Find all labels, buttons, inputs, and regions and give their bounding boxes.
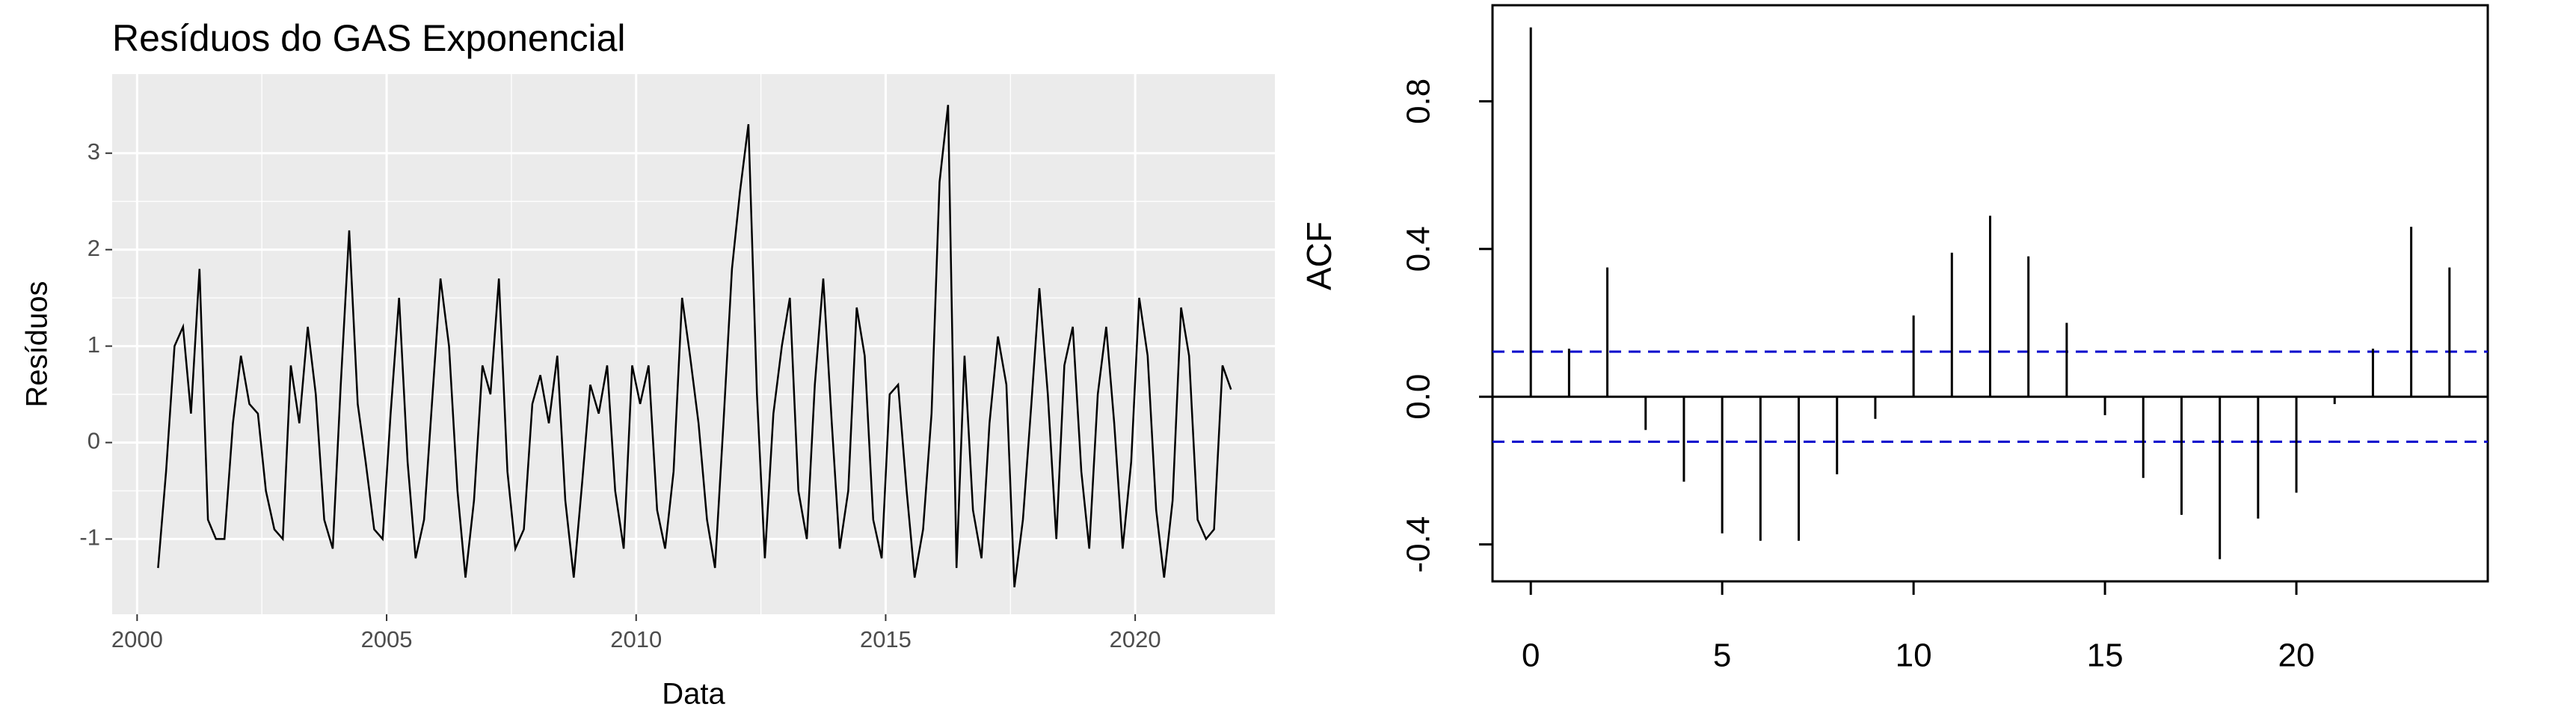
y-tick-label: 1 xyxy=(87,331,100,358)
y-tick-label: 3 xyxy=(87,138,100,165)
y-tick-label: 0.8 xyxy=(1401,79,1437,124)
y-axis-label: ACF xyxy=(1300,221,1338,290)
x-tick-label: 15 xyxy=(2087,637,2124,674)
x-tick-label: 2005 xyxy=(361,626,413,652)
x-tick-label: 20 xyxy=(2278,637,2315,674)
y-tick-label: -0.4 xyxy=(1401,516,1437,573)
x-tick-label: 2015 xyxy=(860,626,912,652)
panel-background xyxy=(112,74,1275,614)
x-tick-label: 2020 xyxy=(1110,626,1161,652)
x-tick-label: 10 xyxy=(1896,637,1932,674)
y-tick-label: -1 xyxy=(79,524,100,551)
x-axis-label: Data xyxy=(662,678,725,711)
y-axis-label: Resíduos xyxy=(21,281,54,408)
x-tick-label: 5 xyxy=(1713,637,1731,674)
chart-title: Resíduos do GAS Exponencial xyxy=(112,17,626,59)
x-tick-label: 2010 xyxy=(610,626,662,652)
y-tick-label: 2 xyxy=(87,235,100,261)
y-tick-label: 0.0 xyxy=(1401,374,1437,420)
line-series xyxy=(157,105,1232,588)
plot-frame xyxy=(1491,4,2489,583)
x-tick-label: 2000 xyxy=(111,626,163,652)
x-tick-label: 0 xyxy=(1522,637,1540,674)
y-tick-label: 0 xyxy=(87,428,100,454)
y-tick-label: 0.4 xyxy=(1401,226,1437,272)
